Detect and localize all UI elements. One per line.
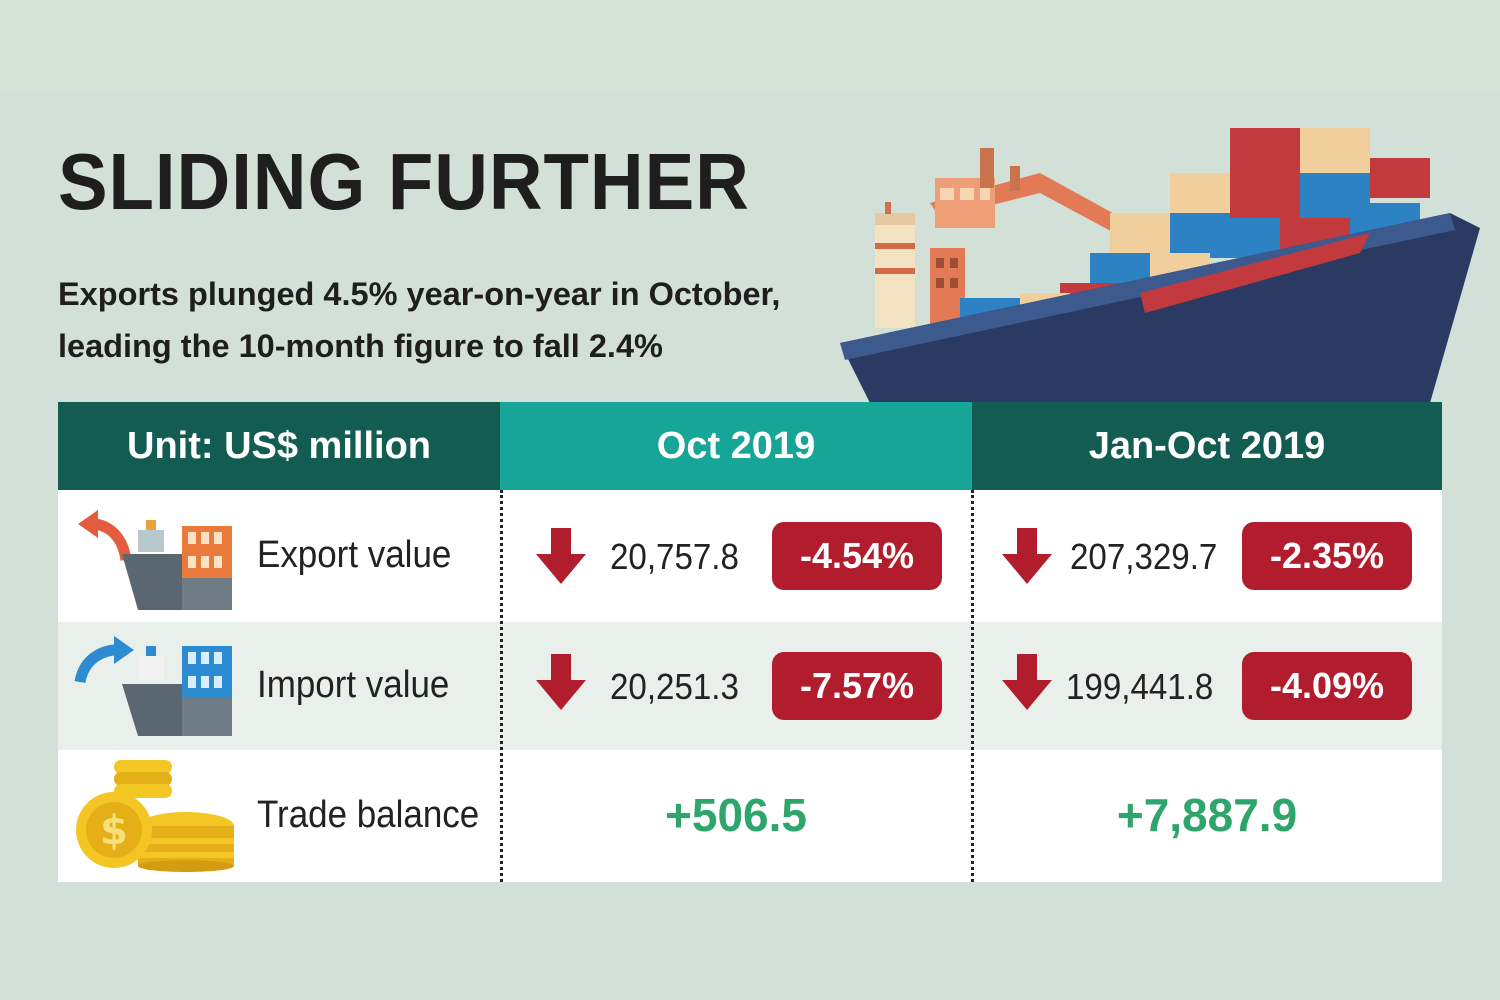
subheadline: Exports plunged 4.5% year-on-year in Oct… xyxy=(58,268,780,372)
trade-balance-oct: +506.5 xyxy=(665,789,807,841)
down-arrow-icon xyxy=(536,654,586,710)
subheadline-line-1: Exports plunged 4.5% year-on-year in Oct… xyxy=(58,276,781,312)
header-jan-oct-2019: Jan-Oct 2019 xyxy=(972,402,1442,490)
down-arrow-icon xyxy=(1002,654,1052,710)
down-arrow-icon xyxy=(1002,528,1052,584)
down-arrow-icon xyxy=(536,528,586,584)
column-divider xyxy=(971,490,974,882)
header-unit: Unit: US$ million xyxy=(58,402,500,490)
import-ytd-change-badge: -4.09% xyxy=(1242,652,1412,720)
top-margin xyxy=(0,0,1500,90)
table-row-import: Import value 20,251.3 -7.57% 199,441.8 -… xyxy=(58,622,1442,750)
export-oct-value: 20,757.8 xyxy=(610,536,739,577)
column-divider xyxy=(500,490,503,882)
cargo-ship-illustration xyxy=(840,128,1480,418)
header-oct-2019: Oct 2019 xyxy=(500,402,972,490)
table-row-trade-balance: $ Trade balance +506.5 +7,887.9 xyxy=(58,750,1442,882)
trade-balance-ytd: +7,887.9 xyxy=(1116,789,1298,841)
import-ytd-value: 199,441.8 xyxy=(1066,666,1214,707)
import-oct-value: 20,251.3 xyxy=(610,666,739,707)
row-label: Import value xyxy=(257,664,450,706)
import-ship-icon xyxy=(74,636,232,736)
row-label: Export value xyxy=(257,534,452,576)
row-label: Trade balance xyxy=(257,794,480,836)
table-row-export: Export value 20,757.8 -4.54% 207,329.7 -… xyxy=(58,490,1442,622)
subheadline-line-2: leading the 10-month figure to fall 2.4% xyxy=(58,328,663,364)
coins-icon: $ xyxy=(76,760,234,872)
trade-table: Unit: US$ million Oct 2019 Jan-Oct 2019 … xyxy=(58,402,1442,882)
svg-text:$: $ xyxy=(100,808,128,854)
export-ytd-value: 207,329.7 xyxy=(1070,536,1218,577)
headline: SLIDING FURTHER xyxy=(58,137,750,226)
export-ytd-change-badge: -2.35% xyxy=(1242,522,1412,590)
export-oct-change-badge: -4.54% xyxy=(772,522,942,590)
export-ship-icon xyxy=(78,510,232,610)
import-oct-change-badge: -7.57% xyxy=(772,652,942,720)
